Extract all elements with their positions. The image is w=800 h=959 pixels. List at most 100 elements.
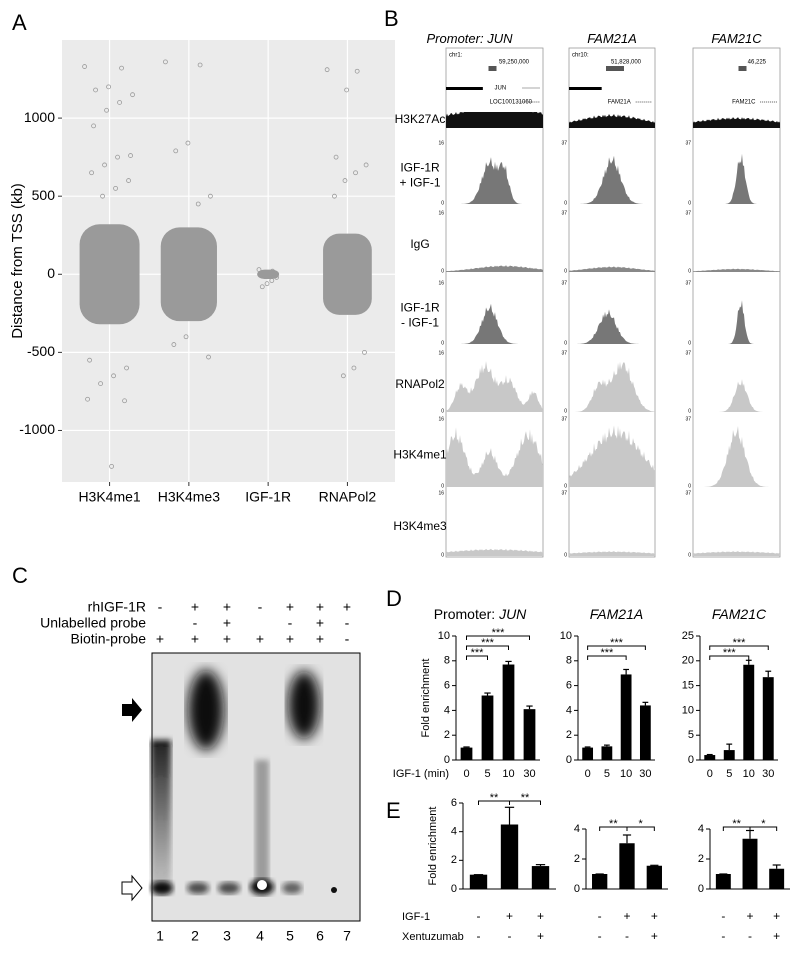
lane-sign: + [223,631,231,647]
bar [461,748,473,760]
scale-min: 0 [441,268,444,274]
condition-sign: - [598,909,602,923]
scale-min: 0 [688,340,691,346]
lane-sign: + [286,599,294,615]
y-tick-label: 8 [566,655,572,667]
band-center [257,880,267,890]
significance-label: *** [492,627,506,639]
y-tick-label: 2 [698,853,704,865]
scale-min: 0 [564,200,567,206]
bar [704,755,715,760]
lane-number: 6 [316,928,324,944]
gene-bar [569,87,602,90]
y-axis-title: Fold enrichment [420,659,432,738]
scale-max: 37 [685,490,691,496]
scale-min: 0 [441,340,444,346]
x-tick-label: 5 [484,768,490,780]
title-prefix: Promoter: [427,31,488,46]
panel-label: B [384,6,399,31]
bar [582,748,593,760]
y-tick-label: 5 [688,729,694,741]
signal-track [446,265,543,272]
y-tick-label: 6 [444,680,450,692]
y-axis-title: Distance from TSS (kb) [9,183,26,339]
condition-name: IGF-1 [402,911,430,923]
lane-sign: + [223,615,231,631]
x-tick-label: 10 [502,768,514,780]
chart-title: Promoter: JUN [434,606,527,622]
signal-track [569,156,655,204]
x-tick-label: 0 [707,768,713,780]
condition-sign: - [477,909,481,923]
band [331,887,337,893]
track-label: IGF-1R [400,161,440,175]
x-tick-label: H3K4me3 [158,489,220,505]
scale-min: 0 [564,340,567,346]
error-bar [773,865,781,869]
title-gene: FAM21A [590,606,643,622]
y-tick-label: 25 [682,630,694,642]
lane-sign: + [343,599,351,615]
y-tick-label: 1000 [24,109,55,125]
bar [503,665,515,760]
x-tick-label: 5 [604,768,610,780]
condition-sign: + [651,929,658,943]
error-bar [484,693,490,695]
scale-min: 0 [688,408,691,414]
y-tick-label: 500 [32,187,56,203]
signal-track [569,362,655,412]
y-tick-label: 20 [682,655,694,667]
track-label: RNAPol2 [395,377,445,391]
y-tick-label: 2 [574,853,580,865]
x-tick-label: IGF-1R [245,489,291,505]
error-bar [642,702,648,705]
y-tick-label: 10 [438,630,450,642]
scale-max: 37 [561,350,567,356]
scale-max: 37 [685,350,691,356]
ruler-mark [489,66,497,71]
scale-max: 37 [561,280,567,286]
track-label: IgG [410,237,429,251]
significance-label: *** [610,637,624,649]
lane-sign: + [316,631,324,647]
bar [532,866,549,889]
point-cloud [161,227,217,321]
scale-max: 37 [685,416,691,422]
signal-track [693,117,780,128]
scale-max: 37 [685,210,691,216]
signal-track [693,551,780,556]
y-tick-label: 10 [682,704,694,716]
lane-number: 5 [286,928,294,944]
scale-max: 16 [438,490,444,496]
lane-sign: + [191,599,199,615]
y-tick-label: 4 [566,704,572,716]
condition-sign: + [537,909,544,923]
error-bar [526,706,532,709]
scale-min: 0 [564,408,567,414]
track-label: - IGF-1 [401,316,439,330]
lane-number: 7 [343,928,351,944]
lane-sign: - [345,615,350,631]
bar [724,750,735,760]
signal-track [569,551,655,556]
x-tick-label: RNAPol2 [319,489,377,505]
bar [769,869,784,889]
band [151,881,173,895]
scale-min: 0 [441,408,444,414]
band [188,670,224,750]
signal-track [569,266,655,272]
lane-sign: + [256,631,264,647]
x-tick-label: 5 [726,768,732,780]
signal-track [693,269,780,272]
panel-label: D [386,586,402,611]
lane-sign: - [158,599,163,615]
y-tick-label: 15 [682,680,694,692]
bar [647,866,662,889]
coordinate: 59,250,000 [499,60,530,66]
significance-label: ** [732,818,741,830]
scale-min: 0 [688,268,691,274]
lane-sign: + [156,631,164,647]
condition-sign: + [773,929,780,943]
y-tick-label: -500 [27,343,55,359]
title-gene: FAM21C [712,606,767,622]
